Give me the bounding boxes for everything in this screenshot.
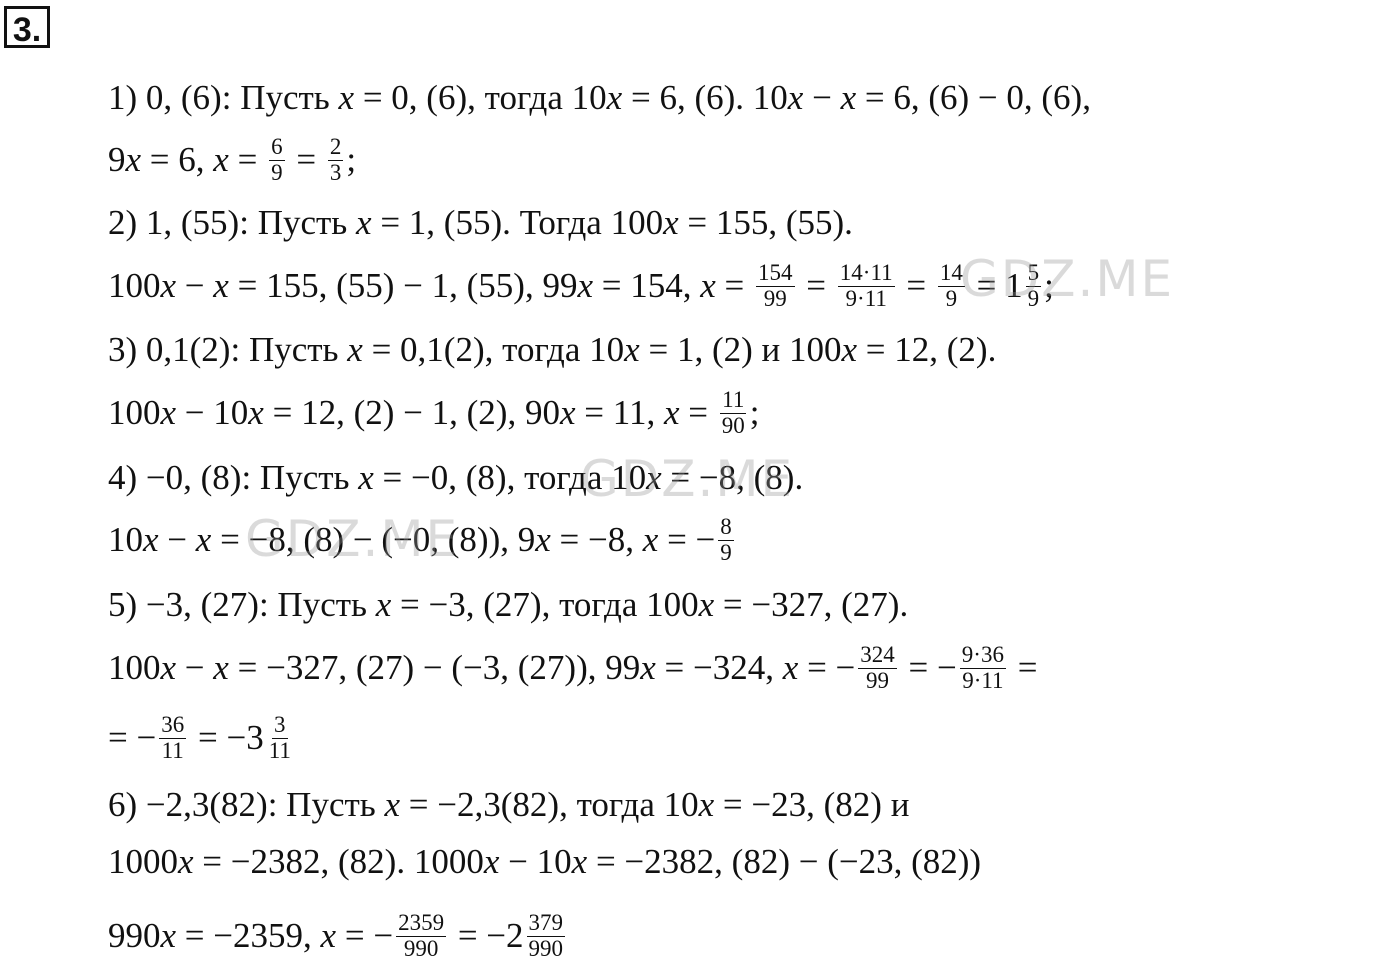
math-text: 990x = −2359, x = −	[108, 916, 394, 955]
math-text: 5) −3, (27): Пусть x = −3, (27), тогда 1…	[108, 585, 909, 624]
denominator: 9	[271, 159, 283, 185]
denominator: 90	[721, 412, 745, 438]
watermark: GDZ.ME	[580, 450, 795, 508]
fraction: 14·11 9·11	[837, 260, 895, 311]
math-line: = −36 11 = −3 3 11	[108, 708, 296, 768]
math-line: 3) 0,1(2): Пусть x = 0,1(2), тогда 10x =…	[108, 320, 996, 380]
math-text: =	[897, 266, 935, 305]
math-text: = −	[899, 648, 957, 687]
numerator: 9·36	[959, 642, 1006, 669]
denominator: 11	[161, 737, 184, 763]
fraction: 324 99	[858, 643, 897, 692]
fraction: 14 9	[937, 260, 965, 311]
numerator: 11	[720, 387, 747, 414]
math-text: 6) −2,3(82): Пусть x = −2,3(82), тогда 1…	[108, 785, 910, 824]
watermark: GDZ.ME	[245, 510, 460, 568]
denominator: 990	[528, 935, 564, 961]
numerator: 324	[858, 642, 897, 669]
math-text: =	[287, 140, 325, 179]
math-line: 990x = −2359, x = −2359 990 = −2 379 990	[108, 906, 568, 966]
math-line: 2) 1, (55): Пусть x = 1, (55). Тогда 100…	[108, 193, 853, 253]
numerator: 14·11	[837, 260, 895, 287]
denominator: 9	[720, 539, 732, 565]
math-text: = −2	[449, 916, 524, 955]
numerator: 6	[269, 134, 285, 161]
math-line: 100x − x = 155, (55) − 1, (55), 99x = 15…	[108, 256, 1054, 316]
numerator: 8	[718, 514, 734, 541]
math-text: 2) 1, (55): Пусть x = 1, (55). Тогда 100…	[108, 203, 853, 242]
fraction: 9·36 9·11	[959, 642, 1006, 693]
denominator: 9·11	[962, 667, 1004, 693]
task-number: 3.	[4, 6, 50, 49]
numerator: 2	[327, 134, 344, 161]
math-text: 10x − x = −8, (8) − (−0, (8)), 9x = −8, …	[108, 520, 716, 559]
math-text: = 1	[967, 266, 1023, 305]
denominator: 990	[403, 935, 439, 961]
numerator: 5	[1025, 260, 1042, 287]
math-text: 1) 0, (6): Пусть x = 0, (6), тогда 10x =…	[108, 78, 1091, 117]
math-text: = −3	[189, 718, 264, 757]
denominator: 3	[329, 159, 342, 185]
denominator: 99	[866, 667, 890, 693]
fraction: 379 990	[526, 910, 566, 961]
math-line: 10x − x = −8, (8) − (−0, (8)), 9x = −8, …	[108, 510, 737, 570]
denominator: 9·11	[845, 285, 887, 311]
numerator: 2359	[396, 910, 447, 937]
denominator: 11	[268, 737, 291, 763]
math-text: = −	[108, 718, 157, 757]
math-text: 3) 0,1(2): Пусть x = 0,1(2), тогда 10x =…	[108, 330, 997, 369]
numerator: 14	[937, 260, 965, 287]
numerator: 36	[159, 712, 187, 739]
math-line: 4) −0, (8): Пусть x = −0, (8), тогда 10x…	[108, 448, 803, 508]
denominator: 99	[763, 285, 787, 311]
denominator: 9	[1027, 285, 1040, 311]
numerator: 3	[272, 712, 288, 739]
math-text: ;	[346, 140, 357, 179]
fraction: 2359 990	[396, 910, 447, 961]
fraction: 3 11	[267, 713, 293, 762]
math-text: 100x − 10x = 12, (2) − 1, (2), 90x = 11,…	[108, 393, 717, 432]
math-text: 100x − x = −327, (27) − (−3, (27)), 99x …	[108, 648, 856, 687]
math-line: 100x − x = −327, (27) − (−3, (27)), 99x …	[108, 638, 1037, 698]
math-text: 9x = 6, x =	[108, 140, 267, 179]
fraction: 11 90	[720, 388, 747, 437]
math-text: =	[797, 266, 835, 305]
numerator: 154	[756, 260, 795, 287]
fraction: 36 11	[159, 712, 187, 763]
math-text: 100x − x = 155, (55) − 1, (55), 99x = 15…	[108, 266, 754, 305]
math-line: 5) −3, (27): Пусть x = −3, (27), тогда 1…	[108, 575, 908, 635]
math-text: =	[1008, 648, 1038, 687]
math-line: 1000x = −2382, (82). 1000x − 10x = −2382…	[108, 832, 981, 892]
math-text: ;	[1044, 266, 1054, 305]
numerator: 379	[526, 910, 566, 937]
math-text: ;	[749, 393, 760, 432]
math-line: 6) −2,3(82): Пусть x = −2,3(82), тогда 1…	[108, 775, 909, 835]
math-text: 1000x = −2382, (82). 1000x − 10x = −2382…	[108, 842, 982, 881]
fraction: 154 99	[756, 261, 795, 310]
math-line: 100x − 10x = 12, (2) − 1, (2), 90x = 11,…	[108, 383, 759, 443]
watermark: GDZ.ME	[960, 250, 1175, 308]
math-text: 4) −0, (8): Пусть x = −0, (8), тогда 10x…	[108, 458, 804, 497]
denominator: 9	[945, 285, 958, 311]
math-line: 1) 0, (6): Пусть x = 0, (6), тогда 10x =…	[108, 68, 1091, 128]
